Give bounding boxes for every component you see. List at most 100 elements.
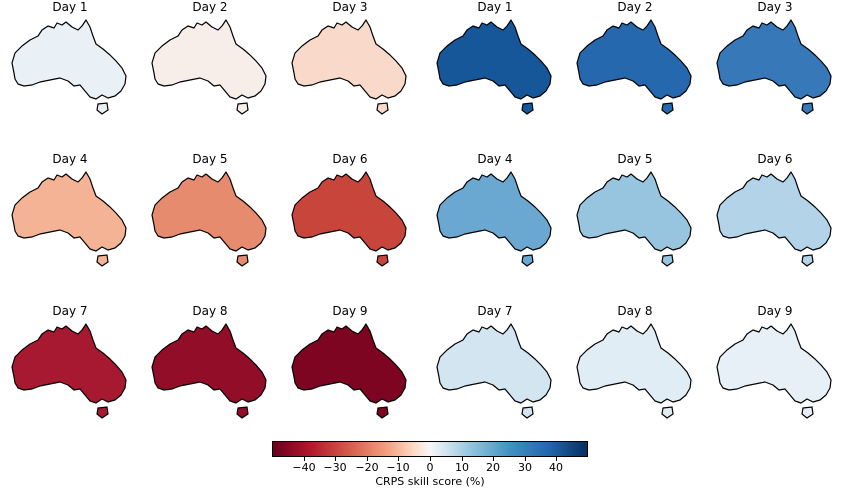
australia-map	[716, 171, 832, 267]
map-panel: Day 2	[140, 0, 280, 130]
mainland-region	[11, 19, 127, 100]
mainland-region	[716, 19, 832, 100]
right-map-grid: Day 1 Day 2 Day 3 Day 4 Day 5 Day 6 Day 7 Day 8…	[425, 0, 850, 440]
colorbar-tick-label: 40	[549, 461, 563, 474]
panel-title: Day 1	[477, 0, 513, 14]
australia-map	[291, 19, 407, 115]
map-panel: Day 7	[425, 304, 565, 434]
map-panel: Day 9	[280, 304, 420, 434]
colorbar-tick	[367, 457, 368, 461]
australia-map	[151, 171, 267, 267]
colorbar-tick	[462, 457, 463, 461]
panel-title: Day 8	[617, 304, 653, 318]
map-panel: Day 4	[425, 152, 565, 282]
colorbar-tick-label: 30	[518, 461, 532, 474]
mainland-region	[291, 323, 407, 404]
panel-title: Day 7	[477, 304, 513, 318]
panel-title: Day 2	[617, 0, 653, 14]
tasmania-region	[661, 406, 674, 419]
australia-map	[151, 19, 267, 115]
colorbar-tick-label: 0	[426, 461, 434, 474]
colorbar-tick	[335, 457, 336, 461]
tasmania-region	[801, 406, 814, 419]
australia-map	[716, 19, 832, 115]
map-panel: Day 2	[565, 0, 705, 130]
tasmania-region	[801, 254, 814, 267]
australia-map	[576, 171, 692, 267]
colorbar-tick	[430, 457, 431, 461]
australia-map	[11, 19, 127, 115]
tasmania-region	[376, 254, 389, 267]
mainland-region	[151, 171, 267, 252]
panel-title: Day 4	[477, 152, 513, 166]
australia-map	[576, 323, 692, 419]
colorbar-tick-label: 10	[455, 461, 469, 474]
panel-title: Day 3	[757, 0, 793, 14]
colorbar	[272, 441, 588, 457]
tasmania-region	[96, 102, 109, 115]
mainland-region	[291, 171, 407, 252]
map-panel: Day 3	[705, 0, 845, 130]
colorbar-tick	[304, 457, 305, 461]
mainland-region	[716, 323, 832, 404]
australia-map	[716, 323, 832, 419]
tasmania-region	[521, 102, 534, 115]
mainland-region	[291, 19, 407, 100]
map-panel: Day 5	[565, 152, 705, 282]
australia-map	[151, 323, 267, 419]
mainland-region	[716, 171, 832, 252]
left-map-grid: Day 1 Day 2 Day 3 Day 4 Day 5 Day 6 Day 7 Day 8…	[0, 0, 425, 440]
tasmania-region	[236, 254, 249, 267]
mainland-region	[11, 323, 127, 404]
map-panel: Day 6	[280, 152, 420, 282]
australia-map	[436, 19, 552, 115]
australia-map	[436, 171, 552, 267]
tasmania-region	[96, 406, 109, 419]
panel-title: Day 5	[192, 152, 228, 166]
panel-title: Day 8	[192, 304, 228, 318]
tasmania-region	[521, 254, 534, 267]
mainland-region	[151, 323, 267, 404]
map-panel: Day 1	[0, 0, 140, 130]
australia-map	[11, 171, 127, 267]
mainland-region	[151, 19, 267, 100]
tasmania-region	[801, 102, 814, 115]
panel-title: Day 9	[757, 304, 793, 318]
australia-map	[436, 323, 552, 419]
australia-map	[11, 323, 127, 419]
tasmania-region	[661, 102, 674, 115]
panel-title: Day 1	[52, 0, 88, 14]
colorbar-tick	[525, 457, 526, 461]
panel-title: Day 2	[192, 0, 228, 14]
tasmania-region	[661, 254, 674, 267]
map-panel: Day 4	[0, 152, 140, 282]
colorbar-tick-label: −30	[323, 461, 347, 474]
tasmania-region	[96, 254, 109, 267]
map-panel: Day 7	[0, 304, 140, 434]
panel-title: Day 6	[757, 152, 793, 166]
map-panel: Day 6	[705, 152, 845, 282]
map-panel: Day 1	[425, 0, 565, 130]
panel-title: Day 5	[617, 152, 653, 166]
mainland-region	[576, 323, 692, 404]
map-panel: Day 5	[140, 152, 280, 282]
colorbar-tick	[493, 457, 494, 461]
tasmania-region	[521, 406, 534, 419]
mainland-region	[576, 19, 692, 100]
mainland-region	[436, 323, 552, 404]
panel-title: Day 9	[332, 304, 368, 318]
tasmania-region	[236, 406, 249, 419]
panel-title: Day 3	[332, 0, 368, 14]
colorbar-tick-label: 20	[486, 461, 500, 474]
australia-map	[291, 323, 407, 419]
colorbar-tick	[556, 457, 557, 461]
colorbar-tick-label: −10	[386, 461, 410, 474]
mainland-region	[436, 171, 552, 252]
colorbar-tick	[398, 457, 399, 461]
australia-map	[291, 171, 407, 267]
colorbar-label: CRPS skill score (%)	[375, 475, 485, 488]
tasmania-region	[376, 102, 389, 115]
colorbar-tick-label: −40	[292, 461, 316, 474]
colorbar-tick-label: −20	[355, 461, 379, 474]
tasmania-region	[376, 406, 389, 419]
